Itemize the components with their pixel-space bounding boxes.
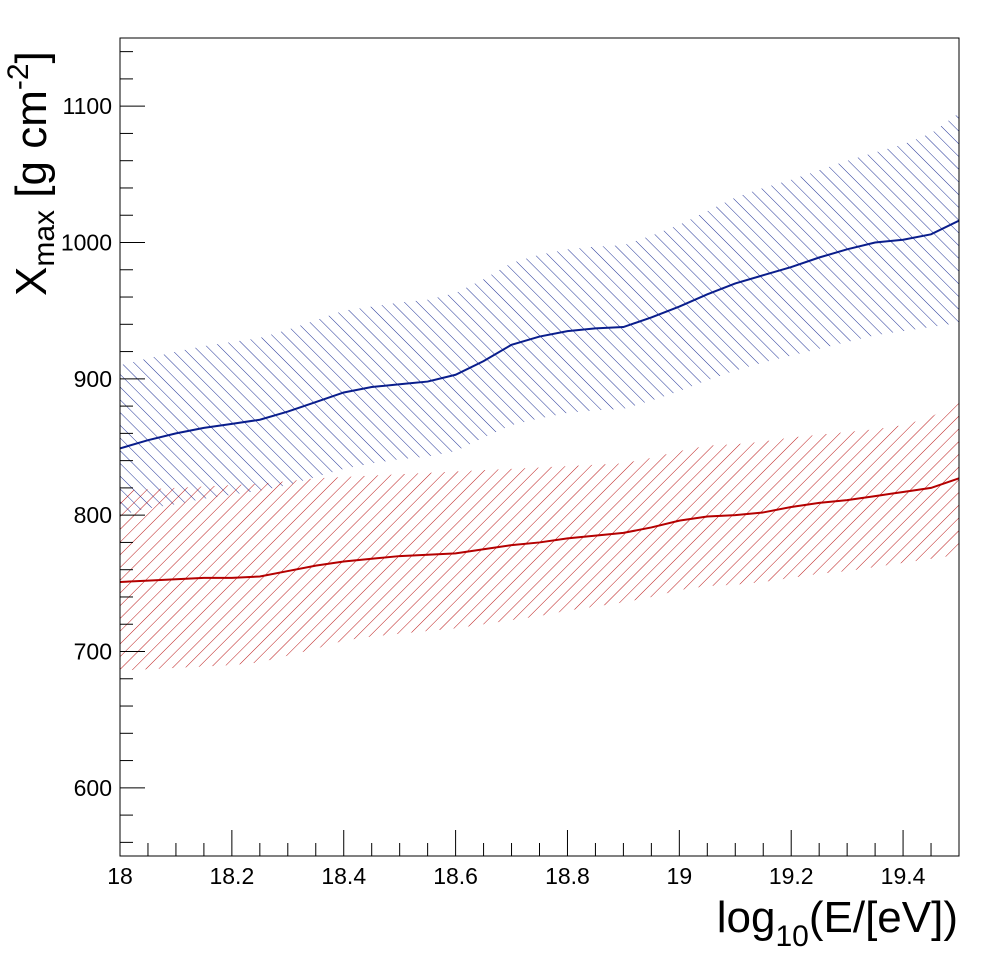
red-error-band — [120, 400, 959, 671]
series-lines — [120, 219, 959, 583]
x-tick-label: 18.6 — [433, 863, 478, 889]
y-axis-title-close: ] — [7, 51, 56, 63]
y-axis-title-sub: max — [28, 210, 61, 267]
x-tick-label: 19.4 — [881, 863, 926, 889]
blue-error-band — [120, 112, 959, 516]
y-tick-label: 900 — [74, 366, 112, 392]
red-series-line — [120, 477, 959, 583]
x-axis-title: log10(E/[eV]) — [717, 893, 958, 953]
y-tick-label: 600 — [74, 775, 112, 801]
y-tick-label: 1000 — [61, 230, 112, 256]
y-axis-title-rest: [g cm — [7, 90, 56, 210]
x-tick-label: 19.2 — [769, 863, 814, 889]
x-axis-title-base: log — [717, 893, 776, 942]
x-axis-title-rest: (E/[eV]) — [809, 893, 958, 942]
x-tick-label: 18.2 — [209, 863, 254, 889]
y-tick-label: 700 — [74, 639, 112, 665]
x-axis-ticks — [119, 830, 960, 856]
x-tick-label: 18 — [107, 863, 133, 889]
error-bands — [120, 112, 959, 671]
x-tick-label: 18.8 — [545, 863, 590, 889]
y-axis-tick-labels: 600 700 800 900 1000 1100 — [61, 93, 112, 801]
x-axis-title-sub: 10 — [775, 920, 808, 953]
x-tick-label: 19 — [667, 863, 693, 889]
y-axis-title-sup: -2 — [2, 63, 35, 90]
y-tick-label: 800 — [74, 502, 112, 528]
blue-series-line — [120, 219, 959, 450]
x-tick-label: 18.4 — [321, 863, 366, 889]
y-axis-title-base: X — [7, 267, 56, 296]
y-tick-label: 1100 — [63, 93, 112, 119]
y-axis-title: Xmax [g cm-2] — [2, 51, 61, 296]
x-axis-tick-labels: 18 18.2 18.4 18.6 18.8 19 19.2 19.4 — [107, 863, 925, 889]
y-axis-ticks — [120, 51, 145, 843]
